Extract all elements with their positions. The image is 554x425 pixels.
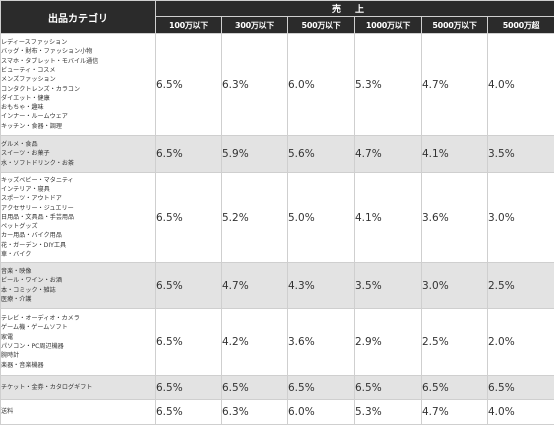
category-name: バッグ・財布・ファッション小物 bbox=[1, 47, 155, 56]
category-name: 音楽・映像 bbox=[1, 267, 155, 276]
rate-cell: 5.0% bbox=[288, 173, 355, 263]
rate-cell: 5.3% bbox=[355, 34, 422, 136]
category-name: スマホ・タブレット・モバイル通信 bbox=[1, 57, 155, 66]
rate-cell: 5.2% bbox=[222, 173, 288, 263]
rate-cell: 4.7% bbox=[222, 263, 288, 309]
category-name: スポーツ・アウトドア bbox=[1, 194, 155, 203]
rate-cell: 4.7% bbox=[422, 400, 488, 425]
rate-cell: 5.3% bbox=[355, 400, 422, 425]
rate-cell: 2.0% bbox=[488, 309, 554, 376]
category-cell: テレビ・オーディオ・カメラ ゲーム機・ゲームソフト 家電 パソコン・PC周辺機器… bbox=[1, 309, 156, 376]
rate-cell: 2.5% bbox=[488, 263, 554, 309]
rate-cell: 6.0% bbox=[288, 400, 355, 425]
category-cell: 音楽・映像 ビール・ワイン・お酒 本・コミック・雑誌 医療・介護 bbox=[1, 263, 156, 309]
rate-cell: 3.6% bbox=[422, 173, 488, 263]
rate-cell: 6.5% bbox=[156, 173, 222, 263]
sales-tier-header: 100万以下 bbox=[156, 17, 222, 34]
rate-cell: 6.5% bbox=[422, 376, 488, 400]
rate-cell: 6.5% bbox=[156, 263, 222, 309]
rate-cell: 2.9% bbox=[355, 309, 422, 376]
category-name: キッズベビー・マタニティ bbox=[1, 176, 155, 185]
rate-cell: 6.5% bbox=[288, 376, 355, 400]
rate-cell: 4.7% bbox=[422, 34, 488, 136]
category-name: メンズファッション bbox=[1, 75, 155, 84]
rate-cell: 4.0% bbox=[488, 34, 554, 136]
category-name: ゲーム機・ゲームソフト bbox=[1, 323, 155, 332]
rate-cell: 3.6% bbox=[288, 309, 355, 376]
sales-tier-header: 5000万超 bbox=[488, 17, 554, 34]
table-row: 送料 6.5% 6.3% 6.0% 5.3% 4.7% 4.0% bbox=[1, 400, 554, 425]
category-column-header: 出品カテゴリ bbox=[1, 1, 156, 34]
rate-cell: 3.0% bbox=[422, 263, 488, 309]
category-name: インテリア・寝具 bbox=[1, 185, 155, 194]
table-row: 音楽・映像 ビール・ワイン・お酒 本・コミック・雑誌 医療・介護 6.5% 4.… bbox=[1, 263, 554, 309]
table-row: グルメ・食品 スイーツ・お菓子 水・ソフトドリンク・お茶 6.5% 5.9% 5… bbox=[1, 136, 554, 173]
category-cell: グルメ・食品 スイーツ・お菓子 水・ソフトドリンク・お茶 bbox=[1, 136, 156, 173]
category-name: 水・ソフトドリンク・お茶 bbox=[1, 159, 155, 168]
rate-cell: 3.5% bbox=[355, 263, 422, 309]
category-name: キッチン・食器・調理 bbox=[1, 122, 155, 131]
rate-cell: 4.0% bbox=[488, 400, 554, 425]
category-name: ダイエット・健康 bbox=[1, 94, 155, 103]
category-cell: レディースファッション バッグ・財布・ファッション小物 スマホ・タブレット・モバ… bbox=[1, 34, 156, 136]
category-name: ビール・ワイン・お酒 bbox=[1, 276, 155, 285]
category-name: カー用品・バイク用品 bbox=[1, 231, 155, 240]
category-name: 本・コミック・雑誌 bbox=[1, 286, 155, 295]
table-row: レディースファッション バッグ・財布・ファッション小物 スマホ・タブレット・モバ… bbox=[1, 34, 554, 136]
rate-cell: 6.3% bbox=[222, 400, 288, 425]
rate-cell: 6.5% bbox=[156, 376, 222, 400]
table-row: テレビ・オーディオ・カメラ ゲーム機・ゲームソフト 家電 パソコン・PC周辺機器… bbox=[1, 309, 554, 376]
category-name: おもちゃ・趣味 bbox=[1, 103, 155, 112]
rate-cell: 4.1% bbox=[355, 173, 422, 263]
category-cell: 送料 bbox=[1, 400, 156, 425]
category-name: 腕時計 bbox=[1, 351, 155, 360]
rate-cell: 6.5% bbox=[222, 376, 288, 400]
rate-cell: 2.5% bbox=[422, 309, 488, 376]
category-name: 送料 bbox=[1, 407, 155, 416]
category-cell: チケット・金券・カタログギフト bbox=[1, 376, 156, 400]
rate-cell: 6.5% bbox=[156, 400, 222, 425]
rate-cell: 5.9% bbox=[222, 136, 288, 173]
rate-cell: 6.0% bbox=[288, 34, 355, 136]
table-row: キッズベビー・マタニティ インテリア・寝具 スポーツ・アウトドア アクセサリー・… bbox=[1, 173, 554, 263]
category-name: スイーツ・お菓子 bbox=[1, 149, 155, 158]
category-name: インナー・ルームウェア bbox=[1, 112, 155, 121]
rate-cell: 5.6% bbox=[288, 136, 355, 173]
category-name: ペットグッズ bbox=[1, 222, 155, 231]
category-name: グルメ・食品 bbox=[1, 140, 155, 149]
rate-cell: 6.3% bbox=[222, 34, 288, 136]
sales-column-group-header: 売上 bbox=[156, 1, 554, 17]
category-cell: キッズベビー・マタニティ インテリア・寝具 スポーツ・アウトドア アクセサリー・… bbox=[1, 173, 156, 263]
category-name: パソコン・PC周辺機器 bbox=[1, 342, 155, 351]
category-name: テレビ・オーディオ・カメラ bbox=[1, 314, 155, 323]
rate-cell: 4.7% bbox=[355, 136, 422, 173]
category-name: レディースファッション bbox=[1, 38, 155, 47]
category-name: アクセサリー・ジュエリー bbox=[1, 204, 155, 213]
category-name: チケット・金券・カタログギフト bbox=[1, 383, 155, 392]
rate-cell: 6.5% bbox=[355, 376, 422, 400]
rate-cell: 6.5% bbox=[156, 309, 222, 376]
rate-cell: 3.5% bbox=[488, 136, 554, 173]
category-name: 花・ガーデン・DIY工具 bbox=[1, 241, 155, 250]
rate-cell: 3.0% bbox=[488, 173, 554, 263]
category-name: 日用品・文具品・手芸用品 bbox=[1, 213, 155, 222]
category-name: コンタクトレンズ・カラコン bbox=[1, 85, 155, 94]
category-name: 医療・介護 bbox=[1, 295, 155, 304]
rate-cell: 6.5% bbox=[156, 136, 222, 173]
rate-cell: 4.2% bbox=[222, 309, 288, 376]
table-row: チケット・金券・カタログギフト 6.5% 6.5% 6.5% 6.5% 6.5%… bbox=[1, 376, 554, 400]
category-name: 車・バイク bbox=[1, 250, 155, 259]
category-name: 家電 bbox=[1, 333, 155, 342]
sales-tier-header: 1000万以下 bbox=[355, 17, 422, 34]
sales-tier-header: 5000万以下 bbox=[422, 17, 488, 34]
rate-cell: 4.1% bbox=[422, 136, 488, 173]
rate-cell: 6.5% bbox=[156, 34, 222, 136]
category-name: ビューティ・コスメ bbox=[1, 66, 155, 75]
rate-cell: 4.3% bbox=[288, 263, 355, 309]
category-name: 楽器・音楽機器 bbox=[1, 361, 155, 370]
rate-cell: 6.5% bbox=[488, 376, 554, 400]
sales-tier-header: 300万以下 bbox=[222, 17, 288, 34]
sales-tier-header: 500万以下 bbox=[288, 17, 355, 34]
